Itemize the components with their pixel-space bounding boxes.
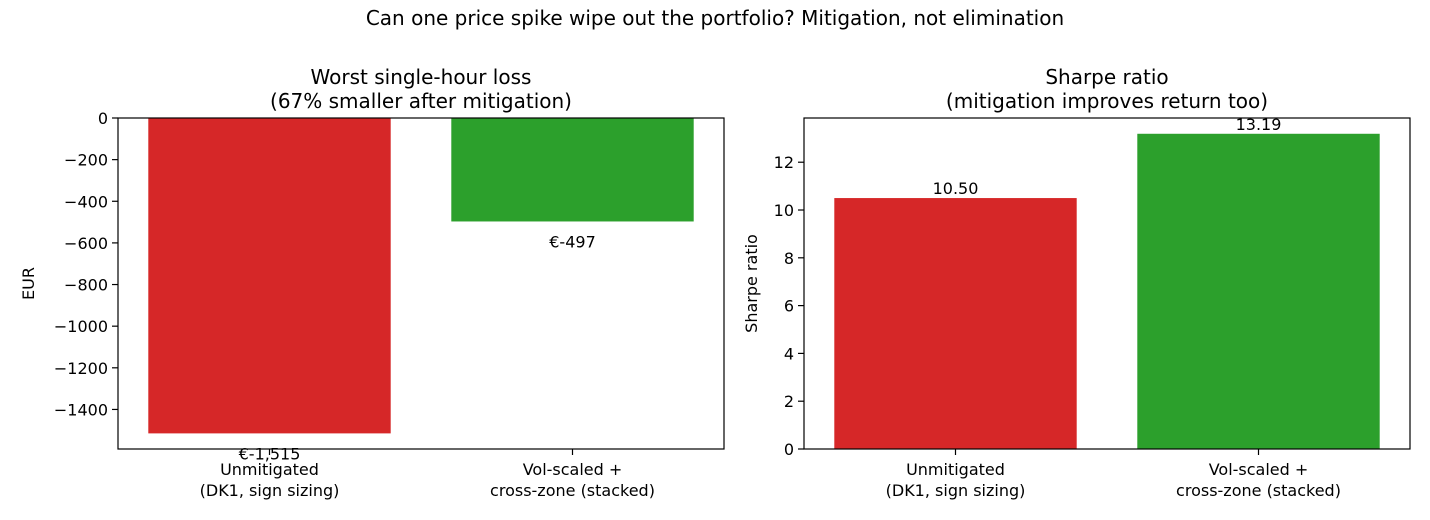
data-label: 10.50	[933, 179, 979, 198]
y-tick-label: −400	[64, 192, 108, 211]
plot-frame	[803, 117, 1411, 450]
chart-worst-loss: Worst single-hour loss (67% smaller after…	[19, 65, 725, 500]
data-label: €-497	[549, 232, 596, 251]
data-label: €-1,515	[239, 444, 301, 463]
y-tick-label: 2	[784, 392, 794, 411]
y-tick-label: −600	[64, 234, 108, 253]
y-tick-label: −1200	[54, 359, 108, 378]
y-tick-label: 6	[784, 297, 794, 316]
x-tick-label: Vol-scaled + cross-zone (stacked)	[1176, 460, 1341, 500]
y-axis-label: EUR	[19, 267, 38, 300]
bar-mitigated	[1137, 133, 1380, 449]
chart-title: Worst single-hour loss (67% smaller after…	[270, 65, 572, 113]
y-tick-label: 12	[774, 153, 794, 172]
y-tick-label: 10	[774, 201, 794, 220]
y-tick-label: 8	[784, 249, 794, 268]
chart-title: Sharpe ratio (mitigation improves return …	[946, 65, 1268, 113]
figure-suptitle: Can one price spike wipe out the portfol…	[366, 6, 1064, 30]
y-tick-label: 0	[98, 109, 108, 128]
data-label: 13.19	[1236, 115, 1282, 134]
x-tick-label: Unmitigated (DK1, sign sizing)	[200, 460, 340, 500]
bar-unmitigated	[148, 118, 391, 434]
x-tick-label: Vol-scaled + cross-zone (stacked)	[490, 460, 655, 500]
bar-mitigated	[451, 118, 694, 222]
chart-sharpe-ratio: Sharpe ratio (mitigation improves return …	[742, 65, 1411, 500]
y-tick-label: 0	[784, 440, 794, 459]
y-tick-label: −1000	[54, 317, 108, 336]
y-axis-label: Sharpe ratio	[742, 234, 761, 333]
x-tick-label: Unmitigated (DK1, sign sizing)	[886, 460, 1026, 500]
plot-frame	[117, 117, 725, 450]
bar-unmitigated	[834, 198, 1077, 449]
y-tick-label: −1400	[54, 400, 108, 419]
y-tick-label: 4	[784, 344, 794, 363]
y-tick-label: −800	[64, 276, 108, 295]
y-tick-label: −200	[64, 151, 108, 170]
